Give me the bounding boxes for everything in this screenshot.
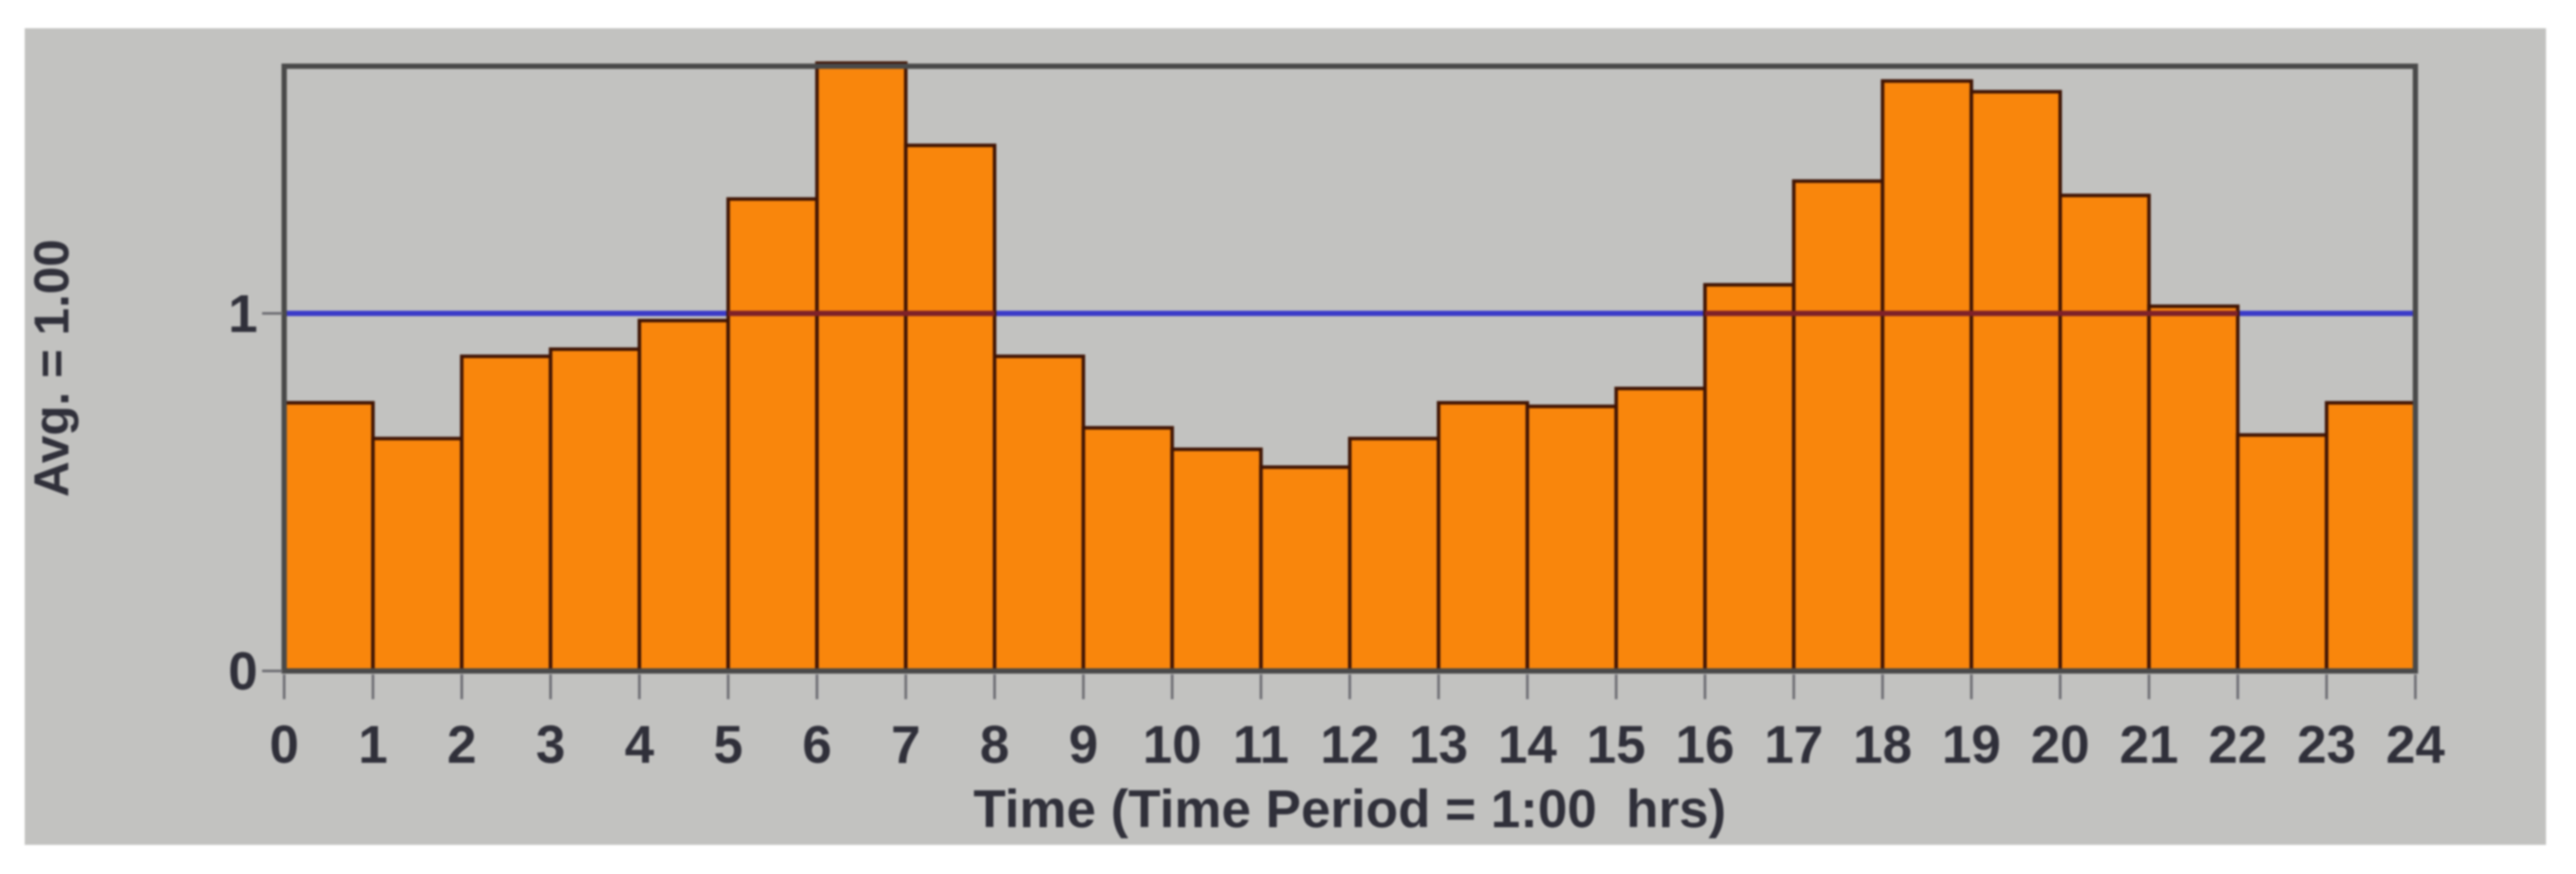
pattern-bar	[1081, 426, 1175, 673]
x-tick-label: 15	[1587, 715, 1646, 774]
x-tick-label: 9	[1069, 715, 1098, 774]
pattern-bar	[1437, 401, 1529, 673]
pattern-bar	[2235, 433, 2329, 673]
x-tick-label: 24	[2386, 715, 2445, 774]
pattern-bar	[726, 197, 819, 673]
x-tick-label: 14	[1498, 715, 1557, 774]
plot-frame	[282, 64, 2418, 674]
pattern-bar	[282, 401, 375, 673]
pattern-bar	[1170, 447, 1263, 673]
pattern-bar	[371, 436, 464, 673]
x-tick-label: 2	[447, 715, 477, 774]
x-tick-label: 11	[1233, 715, 1288, 774]
pattern-bar	[2058, 193, 2152, 674]
pattern-bar	[1614, 387, 1707, 673]
x-tick-label: 13	[1409, 715, 1468, 774]
x-tick-label: 10	[1143, 715, 1202, 774]
x-tick-label: 3	[536, 715, 565, 774]
x-tick-label: 17	[1764, 715, 1823, 774]
pattern-bar	[1258, 465, 1352, 674]
x-tick-label: 18	[1853, 715, 1912, 774]
pattern-bar	[1881, 79, 1973, 673]
pattern-bar	[815, 61, 908, 673]
x-tick-label: 20	[2031, 715, 2090, 774]
x-tick-label: 8	[980, 715, 1009, 774]
pattern-bar	[904, 143, 996, 673]
x-tick-label: 22	[2208, 715, 2267, 774]
x-tick-label: 6	[802, 715, 831, 774]
y-tick-label: 0	[229, 642, 258, 701]
x-tick-label: 23	[2297, 715, 2356, 774]
x-tick-label: 5	[713, 715, 742, 774]
pattern-bar	[1348, 436, 1441, 673]
y-tick-label: 1	[229, 284, 258, 343]
pattern-bar	[2324, 401, 2417, 673]
x-tick-label: 16	[1676, 715, 1735, 774]
x-tick-label: 7	[891, 715, 920, 774]
pattern-bar	[1703, 283, 1796, 673]
x-tick-label: 0	[269, 715, 298, 774]
x-tick-label: 4	[625, 715, 655, 774]
pattern-bar	[2147, 304, 2240, 673]
pattern-bar	[993, 354, 1085, 673]
x-tick-label: 12	[1320, 715, 1379, 774]
x-tick-label: 19	[1942, 715, 2001, 774]
pattern-bar	[1525, 404, 1618, 673]
x-tick-label: 1	[358, 715, 387, 774]
x-tick-label: 21	[2120, 715, 2179, 774]
pattern-bar	[1791, 179, 1885, 673]
pattern-bar	[548, 347, 642, 673]
pattern-bar	[1969, 89, 2062, 673]
pattern-bar	[460, 354, 552, 673]
pattern-bar	[637, 319, 731, 673]
